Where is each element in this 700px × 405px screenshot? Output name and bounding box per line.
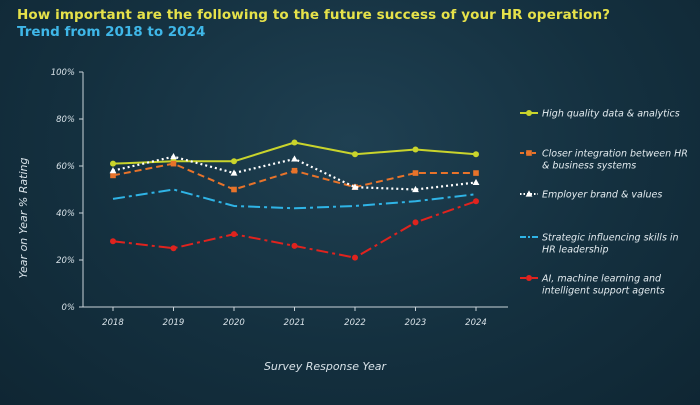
data-point — [231, 231, 237, 238]
data-point — [110, 172, 116, 179]
series-line — [112, 200, 477, 259]
series-1 — [110, 160, 479, 193]
x-axis-label: Survey Response Year — [264, 360, 388, 373]
legend-item-1: Closer integration between HR& business … — [520, 149, 688, 172]
y-tick-label: 20% — [56, 256, 75, 266]
data-point — [473, 170, 479, 176]
legend-item-2: Employer brand & values — [520, 190, 662, 201]
y-tick-label: 100% — [51, 68, 75, 78]
axes: 0% 20% 40% 60% 80% 100% 2018 2019 2020 2021 2022 20… — [51, 68, 508, 328]
legend: High quality data & analytics Closer inte… — [520, 109, 688, 297]
legend-marker — [526, 150, 532, 156]
x-tick-label: 2020 — [223, 318, 245, 328]
series-4 — [110, 198, 479, 261]
data-point — [110, 238, 116, 245]
y-tick-label: 60% — [56, 162, 75, 172]
data-point — [231, 158, 237, 165]
data-point — [412, 185, 419, 193]
series-2 — [109, 153, 480, 193]
x-tick-label: 2021 — [284, 318, 306, 328]
legend-label: AI, machine learning and — [541, 274, 662, 285]
data-point — [352, 254, 358, 261]
legend-label: Strategic influencing skills in — [542, 233, 679, 244]
x-tick-label: 2024 — [465, 318, 487, 328]
data-point — [170, 160, 177, 167]
data-point — [473, 151, 479, 158]
legend-label: Closer integration between HR — [542, 149, 688, 160]
data-point — [170, 153, 177, 160]
data-point — [110, 160, 116, 167]
data-point — [291, 167, 298, 174]
legend-label: High quality data & analytics — [542, 109, 680, 120]
x-tick-label: 2023 — [405, 318, 427, 328]
data-point — [291, 139, 298, 146]
data-point — [230, 169, 238, 176]
y-axis-label: Year on Year % Rating — [17, 158, 30, 279]
data-point — [412, 219, 419, 226]
data-point — [170, 245, 177, 252]
legend-label: HR leadership — [542, 245, 609, 256]
chart-title: How important are the following to the f… — [17, 7, 611, 23]
data-point — [291, 155, 298, 162]
data-point — [291, 242, 298, 249]
data-point — [472, 178, 480, 186]
y-tick-label: 40% — [56, 209, 75, 219]
data-point — [412, 170, 419, 176]
legend-marker — [525, 190, 533, 197]
x-tick-label: 2022 — [344, 318, 366, 328]
legend-label: & business systems — [542, 161, 636, 172]
data-point — [352, 151, 358, 158]
series-line — [112, 188, 477, 210]
chart-subtitle: Trend from 2018 to 2024 — [17, 24, 206, 40]
legend-item-0: High quality data & analytics — [520, 109, 680, 120]
series-0 — [110, 139, 479, 167]
y-tick-label: 0% — [62, 303, 76, 313]
legend-marker — [526, 110, 532, 116]
data-point — [231, 186, 237, 193]
data-point — [109, 167, 117, 174]
legend-label: intelligent support agents — [542, 286, 665, 297]
series-line — [112, 162, 476, 191]
data-point — [351, 183, 359, 190]
legend-label: Employer brand & values — [542, 190, 662, 201]
y-tick-label: 80% — [56, 115, 75, 125]
x-tick-label: 2018 — [102, 318, 124, 328]
legend-marker — [526, 275, 532, 281]
x-tick-label: 2019 — [163, 318, 185, 328]
data-point — [473, 198, 479, 205]
series-3 — [112, 188, 477, 210]
series-layer — [109, 139, 480, 261]
data-point — [412, 146, 419, 153]
